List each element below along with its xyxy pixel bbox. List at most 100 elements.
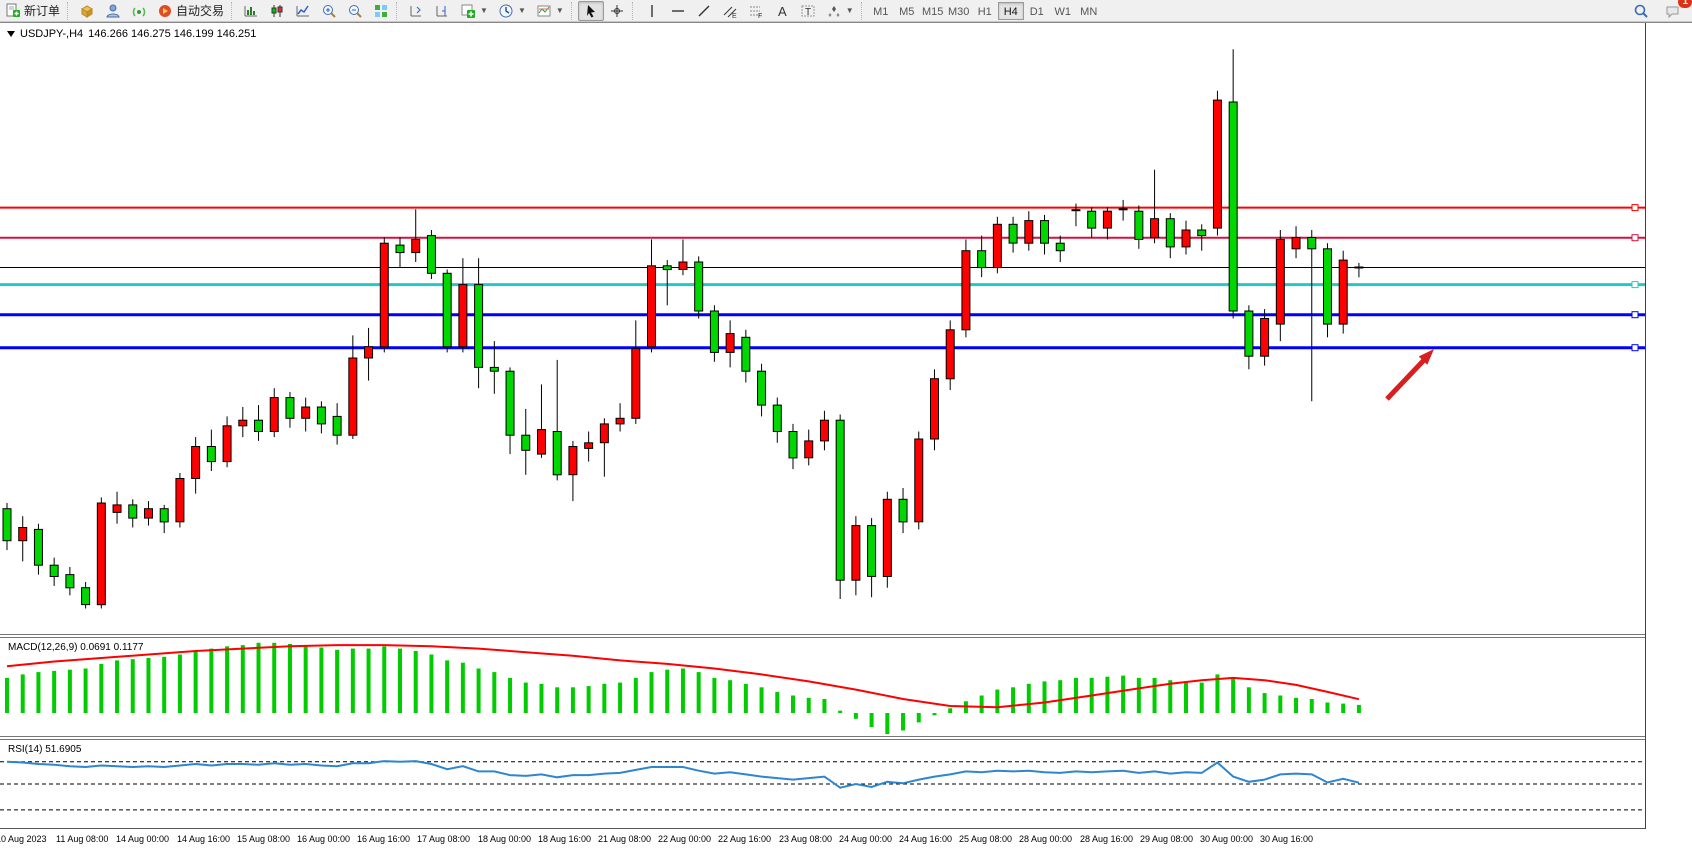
zoom-out-button[interactable] — [342, 1, 368, 21]
candle-body[interactable] — [348, 357, 358, 436]
candle-body[interactable] — [1008, 223, 1018, 244]
line-chart-button[interactable] — [290, 1, 316, 21]
candle-body[interactable] — [741, 336, 751, 372]
candlestick-chart-button[interactable] — [264, 1, 290, 21]
auto-trading-button[interactable]: 自动交易 — [152, 1, 229, 21]
add-indicator-button[interactable]: ▼ — [455, 1, 493, 21]
hline-handle[interactable] — [1631, 311, 1639, 319]
candle-body[interactable] — [1102, 210, 1112, 229]
candle-body[interactable] — [1228, 101, 1238, 312]
candle-body[interactable] — [1040, 220, 1050, 244]
candle-body[interactable] — [945, 329, 955, 380]
timeframe-M5[interactable]: M5 — [899, 5, 915, 18]
timeframe-M30[interactable]: M30 — [948, 5, 970, 18]
candle-body[interactable] — [159, 508, 169, 523]
candle-body[interactable] — [568, 446, 578, 476]
notifications-button[interactable]: 1 — [1660, 0, 1692, 21]
candle-body[interactable] — [631, 348, 641, 419]
timeframe-H1[interactable]: H1 — [977, 5, 992, 18]
cursor-button[interactable] — [577, 0, 604, 21]
candle-body[interactable] — [929, 378, 939, 440]
bar-chart-button[interactable] — [238, 1, 264, 21]
candle-body[interactable] — [301, 406, 311, 419]
candle-body[interactable] — [143, 508, 153, 519]
candle-body[interactable] — [49, 564, 59, 578]
candle-body[interactable] — [584, 442, 594, 449]
candle-body[interactable] — [269, 397, 279, 433]
candle-body[interactable] — [1087, 210, 1097, 229]
candle-body[interactable] — [458, 284, 468, 348]
candle-body[interactable] — [128, 504, 138, 519]
candle-body[interactable] — [1181, 229, 1191, 248]
search-button[interactable] — [1628, 1, 1654, 21]
hline-handle[interactable] — [1631, 234, 1639, 242]
candle-body[interactable] — [65, 574, 75, 589]
text-button[interactable]: A — [769, 1, 795, 21]
candle-body[interactable] — [254, 419, 264, 433]
candle-body[interactable] — [206, 446, 216, 463]
candle-body[interactable] — [788, 431, 798, 459]
candle-body[interactable] — [2, 508, 12, 542]
candle-body[interactable] — [379, 242, 389, 348]
candle-body[interactable] — [694, 261, 704, 312]
candle-body[interactable] — [647, 265, 657, 348]
template-button[interactable]: ▼ — [531, 1, 569, 21]
candle-body[interactable] — [316, 406, 326, 425]
indicator-window-button[interactable] — [403, 1, 429, 21]
channel-button[interactable]: E — [717, 1, 743, 21]
hline-handle[interactable] — [1631, 344, 1639, 352]
candle-body[interactable] — [898, 498, 908, 523]
fibonacci-button[interactable]: F — [743, 1, 769, 21]
price-axis[interactable]: 147.475147.300147.125146.950146.770146.5… — [1645, 23, 1692, 829]
time-axis[interactable]: 10 Aug 2023 11 Aug 08:00 14 Aug 00:00 14 Au… — [0, 829, 1692, 851]
price-chart-area[interactable] — [0, 23, 1645, 634]
candle-body[interactable] — [851, 525, 861, 581]
symbol-dropdown-icon[interactable] — [7, 31, 15, 37]
crosshair-button[interactable] — [604, 1, 630, 21]
text-label-button[interactable]: T — [795, 1, 821, 21]
candle-body[interactable] — [835, 419, 845, 581]
timeframe-W1[interactable]: W1 — [1054, 5, 1071, 18]
candle-body[interactable] — [552, 431, 562, 476]
candle-body[interactable] — [1244, 310, 1254, 357]
candle-body[interactable] — [536, 429, 546, 455]
candle-body[interactable] — [977, 250, 987, 269]
timeframe-M1[interactable]: M1 — [873, 5, 889, 18]
rsi-panel[interactable] — [0, 740, 1645, 828]
candle-body[interactable] — [615, 417, 625, 425]
vertical-line-button[interactable] — [639, 1, 665, 21]
candle-body[interactable] — [1024, 220, 1034, 244]
signal-button[interactable] — [126, 1, 152, 21]
timeframe-MN[interactable]: MN — [1080, 5, 1098, 18]
candle-body[interactable] — [1212, 99, 1222, 229]
candle-body[interactable] — [33, 528, 43, 566]
candle-body[interactable] — [961, 250, 971, 331]
candle-body[interactable] — [442, 272, 452, 348]
candle-body[interactable] — [1134, 210, 1144, 240]
candle-body[interactable] — [772, 404, 782, 433]
candle-body[interactable] — [332, 415, 342, 436]
candle-body[interactable] — [1260, 318, 1270, 357]
shapes-button[interactable]: ▼ — [821, 1, 859, 21]
panel-splitter[interactable] — [0, 736, 1692, 740]
candle-body[interactable] — [222, 425, 232, 463]
market-watch-button[interactable] — [74, 1, 100, 21]
candle-body[interactable] — [191, 446, 201, 479]
candle-body[interactable] — [757, 370, 767, 406]
candle-body[interactable] — [238, 419, 248, 427]
candle-body[interactable] — [1322, 248, 1332, 325]
candle-body[interactable] — [474, 284, 484, 368]
candle-body[interactable] — [804, 440, 814, 459]
candle-body[interactable] — [489, 366, 499, 372]
timeframe-M15[interactable]: M15 — [922, 5, 944, 18]
candle-body[interactable] — [81, 587, 91, 606]
candle-body[interactable] — [1150, 218, 1160, 238]
candle-body[interactable] — [819, 419, 829, 442]
candle-body[interactable] — [867, 525, 877, 577]
candle-body[interactable] — [1291, 237, 1301, 250]
candle-body[interactable] — [1307, 237, 1317, 250]
candle-body[interactable] — [1055, 242, 1065, 252]
hline-handle[interactable] — [1631, 281, 1639, 289]
candle-body[interactable] — [1197, 229, 1207, 237]
candle-body[interactable] — [521, 434, 531, 451]
